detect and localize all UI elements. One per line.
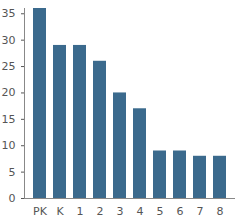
svg-text:K: K (56, 205, 64, 218)
svg-text:7: 7 (197, 205, 204, 218)
svg-text:35: 35 (2, 7, 16, 20)
svg-text:25: 25 (2, 60, 16, 73)
svg-text:3: 3 (117, 205, 124, 218)
svg-text:20: 20 (2, 86, 16, 99)
svg-text:8: 8 (217, 205, 224, 218)
svg-text:5: 5 (157, 205, 164, 218)
svg-text:15: 15 (2, 113, 16, 126)
svg-text:4: 4 (137, 205, 144, 218)
svg-text:10: 10 (2, 139, 16, 152)
svg-text:2: 2 (97, 205, 104, 218)
svg-text:30: 30 (2, 34, 16, 47)
svg-text:0: 0 (9, 192, 16, 205)
svg-text:1: 1 (77, 205, 84, 218)
svg-text:PK: PK (33, 205, 48, 218)
svg-text:5: 5 (9, 166, 16, 179)
svg-text:6: 6 (177, 205, 184, 218)
